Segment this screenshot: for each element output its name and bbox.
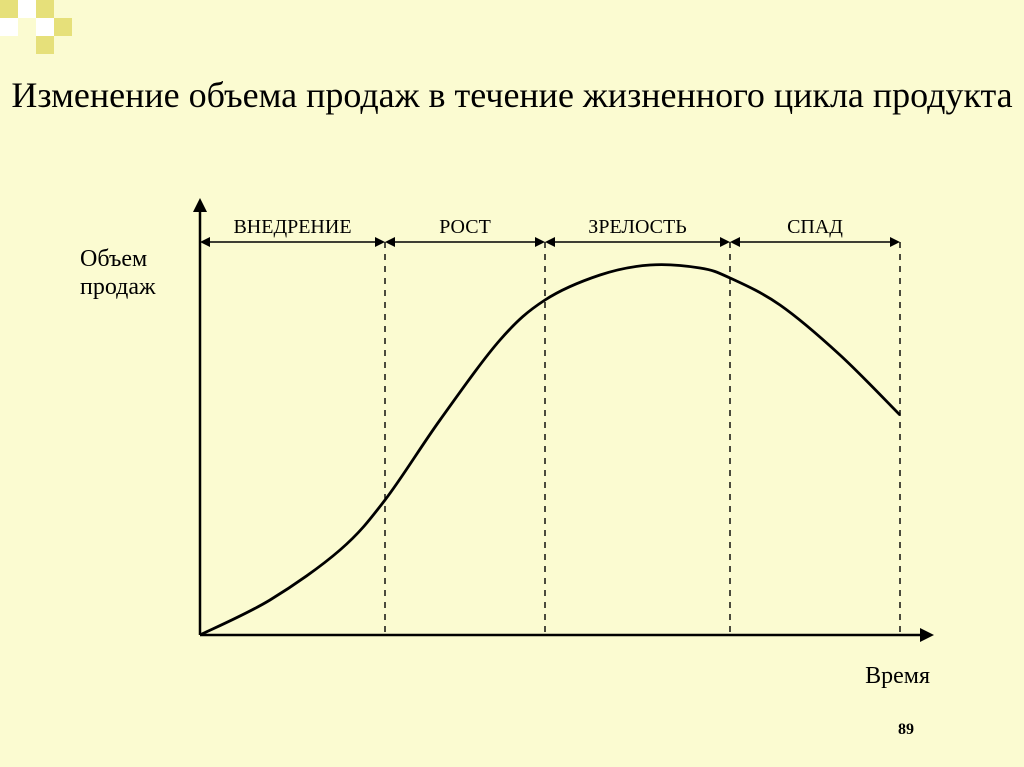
phase-label-decline: СПАД	[787, 216, 843, 239]
x-axis-label: Время	[865, 663, 930, 690]
slide: Изменение объема продаж в течение жизнен…	[0, 0, 1024, 767]
lifecycle-chart: Объемпродаж Время ВНЕДРЕНИЕ РОСТ ЗРЕЛОСТ…	[80, 190, 960, 690]
phase-label-intro: ВНЕДРЕНИЕ	[233, 216, 351, 239]
corner-decoration-icon	[0, 0, 120, 60]
chart-svg	[80, 190, 960, 690]
phase-label-maturity: ЗРЕЛОСТЬ	[588, 216, 686, 239]
phase-label-growth: РОСТ	[439, 216, 491, 239]
page-number: 89	[898, 721, 914, 739]
slide-title: Изменение объема продаж в течение жизнен…	[0, 74, 1024, 117]
y-axis-label: Объемпродаж	[80, 246, 156, 301]
